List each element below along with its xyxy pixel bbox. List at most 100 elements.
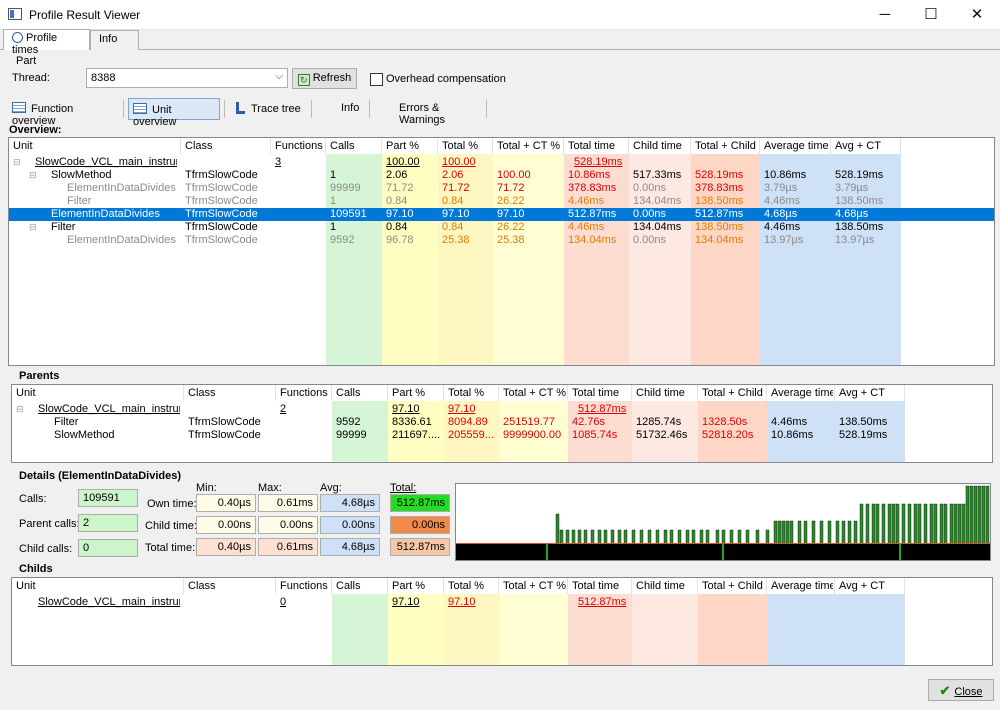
expand-toggle-icon[interactable]: ⊟ xyxy=(29,170,37,180)
column-header-part[interactable]: Part % xyxy=(392,580,426,592)
cell-avgct: 3.79µs xyxy=(835,182,869,194)
column-header-functions[interactable]: Functions xyxy=(280,387,328,399)
expand-toggle-icon[interactable]: ⊟ xyxy=(16,404,24,414)
table-row[interactable]: Filter TfrmSlowCode 9592 8336.61 8094.89 2515… xyxy=(12,416,992,429)
cell-part: 97.10 xyxy=(392,596,420,608)
stopwatch-icon xyxy=(12,32,23,43)
table-row[interactable]: ⊟ SlowMethod TfrmSlowCode 1 2.06 2.06 100.00 10… xyxy=(9,169,994,182)
column-header-class[interactable]: Class xyxy=(188,580,216,592)
table-row[interactable]: SlowMethod TfrmSlowCode 99999 211697.... 205… xyxy=(12,429,992,442)
column-header-unit[interactable]: Unit xyxy=(13,140,33,152)
histogram-bar xyxy=(781,520,786,545)
table-row[interactable]: ⊟ SlowCode_VCL_main_instrum... 2 97.10 97.10… xyxy=(12,403,992,416)
column-header-calls[interactable]: Calls xyxy=(336,580,361,592)
column-header-calls[interactable]: Calls xyxy=(336,387,361,399)
minimize-button[interactable]: ─ xyxy=(879,6,891,23)
childs-grid[interactable]: Unit Class Functions Calls Part % Total % Tota… xyxy=(11,577,993,666)
column-header-avg[interactable]: Average time xyxy=(771,387,833,399)
column-header-totalct[interactable]: Total + CT % xyxy=(503,580,566,592)
close-button[interactable]: ✔ Close xyxy=(928,679,994,701)
column-header-part[interactable]: Part % xyxy=(386,140,420,152)
histogram-bar xyxy=(917,503,922,545)
overview-grid[interactable]: Unit Class Functions Calls Part % Total % Tota… xyxy=(8,137,995,366)
table-row[interactable]: ElementInDataDivides TfrmSlowCode 99999 71.… xyxy=(9,182,994,195)
function-overview-button[interactable]: Function overview xyxy=(8,98,121,127)
cell-avgct: 138.50ms xyxy=(839,416,888,428)
cell-totalct: 25.38 xyxy=(497,234,525,246)
column-divider xyxy=(331,578,332,594)
overhead-compensation-checkbox[interactable] xyxy=(370,73,383,86)
histogram-bar xyxy=(961,503,966,545)
parents-grid[interactable]: Unit Class Functions Calls Part % Total % Tota… xyxy=(11,384,993,463)
column-header-childtime[interactable]: Child time xyxy=(636,580,685,592)
column-header-total[interactable]: Total % xyxy=(448,580,485,592)
column-header-functions[interactable]: Functions xyxy=(280,580,328,592)
min-header: Min: xyxy=(196,482,217,494)
errors-warnings-button[interactable]: Errors & Warnings xyxy=(395,98,483,126)
column-header-totaltime[interactable]: Total time xyxy=(568,140,616,152)
tab-info[interactable]: Info xyxy=(90,30,139,50)
column-header-avg[interactable]: Average time xyxy=(771,580,833,592)
histogram-bar xyxy=(677,529,682,545)
toolbar-separator xyxy=(224,100,225,118)
column-header-part[interactable]: Part % xyxy=(392,387,426,399)
column-divider xyxy=(443,385,444,401)
column-header-childtime[interactable]: Child time xyxy=(636,387,685,399)
trace-tree-button[interactable]: Trace tree xyxy=(232,98,306,120)
cell-part: 96.78 xyxy=(386,234,414,246)
column-header-avgct[interactable]: Avg + CT xyxy=(839,580,885,592)
refresh-button[interactable]: ↻ Refresh xyxy=(292,68,357,89)
column-header-functions[interactable]: Functions xyxy=(275,140,323,152)
toolbar-separator xyxy=(311,100,312,118)
column-header-totalct[interactable]: Total + CT % xyxy=(497,140,561,152)
column-header-class[interactable]: Class xyxy=(185,140,213,152)
table-row[interactable]: ElementInDataDivides TfrmSlowCode 109591 97… xyxy=(9,208,994,221)
column-header-childtime[interactable]: Child time xyxy=(633,140,682,152)
column-divider xyxy=(387,578,388,594)
column-divider xyxy=(834,578,835,594)
table-row[interactable]: ⊟ Filter TfrmSlowCode 1 0.84 0.84 26.22 4.46ms 1… xyxy=(9,221,994,234)
cell-childtime: 134.04ms xyxy=(633,195,682,207)
table-row[interactable]: ⊟ SlowCode_VCL_main_instrum... 3 100.00 100.… xyxy=(9,156,994,169)
cell-childtime: 0.00ns xyxy=(633,182,667,194)
expand-toggle-icon[interactable]: ⊟ xyxy=(29,222,37,232)
table-row[interactable]: ElementInDataDivides TfrmSlowCode 9592 96.7… xyxy=(9,234,994,247)
column-header-unit[interactable]: Unit xyxy=(16,387,36,399)
column-header-total[interactable]: Total % xyxy=(448,387,485,399)
expand-toggle-icon[interactable]: ⊟ xyxy=(13,157,21,167)
cell-functions: 0 xyxy=(280,596,287,608)
column-header-totaltime[interactable]: Total time xyxy=(572,580,620,592)
cell-childtime: 0.00ns xyxy=(633,208,667,220)
histogram-bar xyxy=(729,529,734,545)
cell-class: TfrmSlowCode xyxy=(188,416,261,428)
close-window-button[interactable]: ✕ xyxy=(970,6,984,23)
tab-profile-times[interactable]: Profile times xyxy=(3,29,90,56)
column-divider xyxy=(275,385,276,401)
table-row[interactable]: Filter TfrmSlowCode 1 0.84 0.84 26.22 4.46ms 13… xyxy=(9,195,994,208)
unit-overview-button[interactable]: Unit overview xyxy=(128,98,220,128)
histogram-bar xyxy=(819,520,824,545)
column-header-avg[interactable]: Average time xyxy=(764,140,829,152)
column-header-avgct[interactable]: Avg + CT xyxy=(839,387,885,399)
column-header-totalchild[interactable]: Total + Child xyxy=(702,387,763,399)
column-header-class[interactable]: Class xyxy=(188,387,216,399)
column-header-totaltime[interactable]: Total time xyxy=(572,387,620,399)
histogram-bar xyxy=(841,520,846,545)
cell-avg: 13.97µs xyxy=(764,234,804,246)
column-header-totalchild[interactable]: Total + Child xyxy=(695,140,756,152)
cell-avg: 3.79µs xyxy=(764,182,798,194)
table-row[interactable]: SlowCode_VCL_main_instrum... 0 97.10 97.10 5… xyxy=(12,596,992,609)
column-header-total[interactable]: Total % xyxy=(442,140,479,152)
function-overview-label: Function overview xyxy=(12,103,74,127)
column-divider xyxy=(498,385,499,401)
column-header-avgct[interactable]: Avg + CT xyxy=(835,140,881,152)
thread-select[interactable]: 8388 ⌵ xyxy=(86,68,288,88)
info-button[interactable]: Info xyxy=(337,98,367,120)
histogram-bar xyxy=(559,529,564,545)
column-header-totalchild[interactable]: Total + Child xyxy=(702,580,763,592)
column-divider xyxy=(759,138,760,154)
maximize-button[interactable]: ☐ xyxy=(924,6,938,23)
column-header-totalct[interactable]: Total + CT % xyxy=(503,387,566,399)
column-header-calls[interactable]: Calls xyxy=(330,140,355,152)
column-header-unit[interactable]: Unit xyxy=(16,580,36,592)
